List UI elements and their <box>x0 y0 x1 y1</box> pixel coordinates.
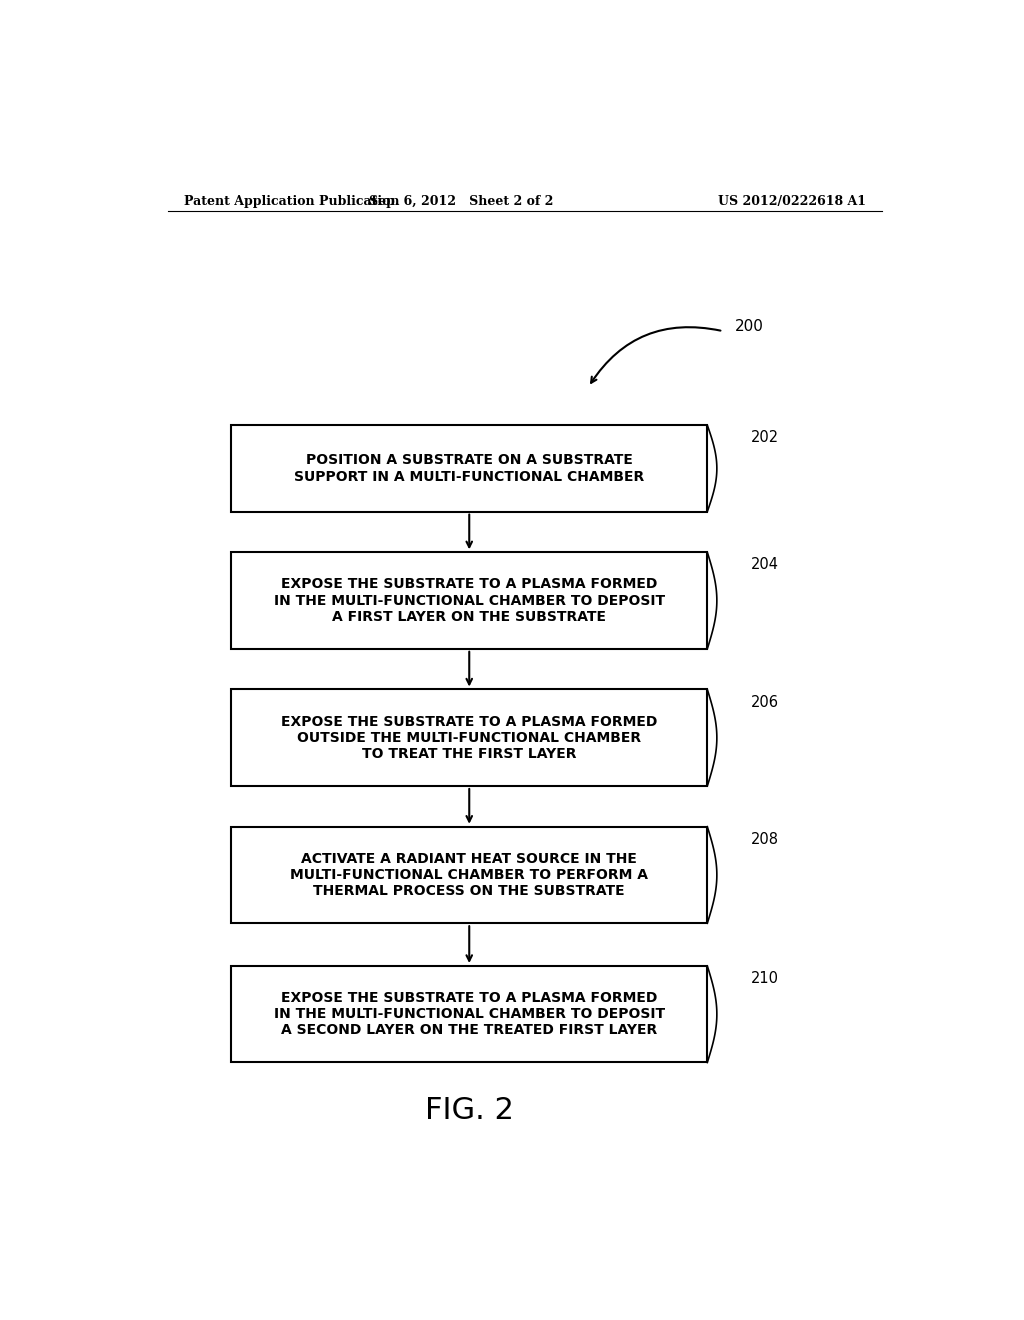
Text: 208: 208 <box>751 832 779 846</box>
Text: EXPOSE THE SUBSTRATE TO A PLASMA FORMED
IN THE MULTI-FUNCTIONAL CHAMBER TO DEPOS: EXPOSE THE SUBSTRATE TO A PLASMA FORMED … <box>273 577 665 624</box>
Text: 210: 210 <box>751 972 779 986</box>
Text: EXPOSE THE SUBSTRATE TO A PLASMA FORMED
OUTSIDE THE MULTI-FUNCTIONAL CHAMBER
TO : EXPOSE THE SUBSTRATE TO A PLASMA FORMED … <box>281 714 657 760</box>
Text: Patent Application Publication: Patent Application Publication <box>183 194 399 207</box>
Text: 206: 206 <box>751 694 779 710</box>
Text: 204: 204 <box>751 557 779 573</box>
Text: 200: 200 <box>735 318 764 334</box>
Text: ACTIVATE A RADIANT HEAT SOURCE IN THE
MULTI-FUNCTIONAL CHAMBER TO PERFORM A
THER: ACTIVATE A RADIANT HEAT SOURCE IN THE MU… <box>290 851 648 898</box>
Text: FIG. 2: FIG. 2 <box>425 1097 514 1125</box>
FancyBboxPatch shape <box>231 966 708 1063</box>
FancyBboxPatch shape <box>231 425 708 512</box>
Text: 202: 202 <box>751 430 779 445</box>
Text: EXPOSE THE SUBSTRATE TO A PLASMA FORMED
IN THE MULTI-FUNCTIONAL CHAMBER TO DEPOS: EXPOSE THE SUBSTRATE TO A PLASMA FORMED … <box>273 991 665 1038</box>
FancyBboxPatch shape <box>231 552 708 649</box>
FancyBboxPatch shape <box>231 826 708 923</box>
FancyBboxPatch shape <box>231 689 708 785</box>
Text: POSITION A SUBSTRATE ON A SUBSTRATE
SUPPORT IN A MULTI-FUNCTIONAL CHAMBER: POSITION A SUBSTRATE ON A SUBSTRATE SUPP… <box>294 453 644 483</box>
Text: Sep. 6, 2012   Sheet 2 of 2: Sep. 6, 2012 Sheet 2 of 2 <box>369 194 554 207</box>
Text: US 2012/0222618 A1: US 2012/0222618 A1 <box>718 194 866 207</box>
